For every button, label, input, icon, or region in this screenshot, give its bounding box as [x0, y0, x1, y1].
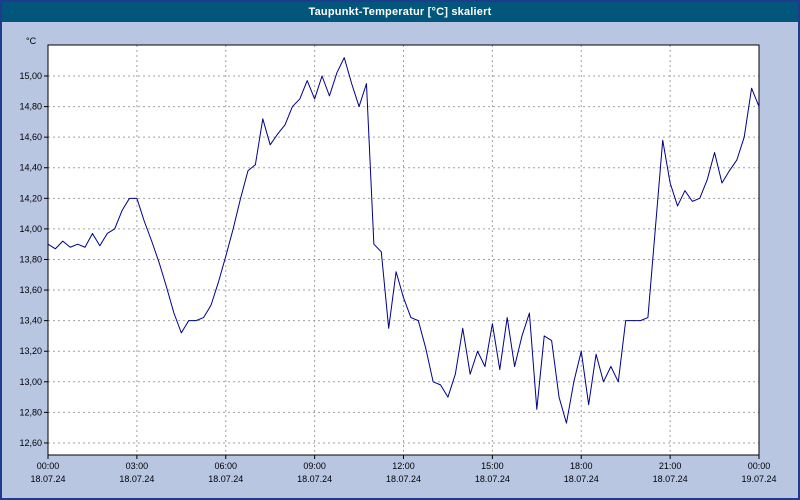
y-tick-label: 14,20: [19, 193, 42, 203]
x-tick-date-label: 18.07.24: [297, 474, 332, 484]
series-line: [47, 57, 760, 424]
x-tick-time-label: 12:00: [392, 461, 415, 471]
y-tick-label: 13,80: [19, 254, 42, 264]
x-tick-time-label: 21:00: [659, 461, 682, 471]
x-tick-date-label: 18.07.24: [208, 474, 243, 484]
y-axis-unit-label: °C: [26, 36, 37, 46]
axis-labels: 15,00 14,80 14,60 14,40 14,20 14,00 13,80 13,60…: [19, 71, 776, 484]
x-tick-date-label: 18.07.24: [475, 474, 510, 484]
x-tick-date-label: 18.07.24: [30, 474, 65, 484]
x-tick-time-label: 09:00: [303, 461, 326, 471]
x-tick-time-label: 00:00: [748, 461, 771, 471]
x-tick-time-label: 06:00: [214, 461, 237, 471]
x-tick-date-label: 18.07.24: [564, 474, 599, 484]
y-tick-label: 14,40: [19, 163, 42, 173]
x-tick-date-label: 19.07.24: [741, 474, 776, 484]
y-tick-label: 14,80: [19, 102, 42, 112]
y-tick-label: 13,00: [19, 377, 42, 387]
x-tick-time-label: 18:00: [570, 461, 593, 471]
x-tick-date-label: 18.07.24: [653, 474, 688, 484]
axis-ticks: [44, 75, 760, 459]
y-tick-label: 13,60: [19, 285, 42, 295]
y-tick-label: 15,00: [19, 71, 42, 81]
x-tick-date-label: 18.07.24: [386, 474, 421, 484]
y-tick-label: 12,80: [19, 407, 42, 417]
x-tick-time-label: 15:00: [481, 461, 504, 471]
window-title: Taupunkt-Temperatur [°C] skaliert: [308, 6, 492, 18]
window-title-bar: Taupunkt-Temperatur [°C] skaliert: [2, 2, 798, 22]
chart-area: °C 15,00 14,80 14,60 14,40 14,20 14,00 13,80 13…: [2, 22, 798, 498]
y-tick-label: 14,00: [19, 224, 42, 234]
gridlines: [48, 45, 759, 455]
y-tick-label: 14,60: [19, 132, 42, 142]
y-tick-label: 13,20: [19, 346, 42, 356]
x-tick-date-label: 18.07.24: [119, 474, 154, 484]
x-tick-time-label: 00:00: [37, 461, 60, 471]
chart-canvas: 15,00 14,80 14,60 14,40 14,20 14,00 13,80 13,60…: [19, 44, 777, 484]
y-tick-label: 13,40: [19, 316, 42, 326]
y-tick-label: 12,60: [19, 438, 42, 448]
x-tick-time-label: 03:00: [126, 461, 149, 471]
